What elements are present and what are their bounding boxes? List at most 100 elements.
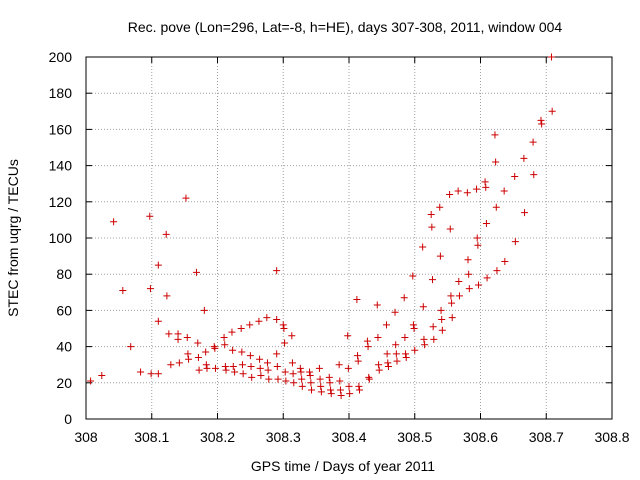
y-tick-label: 0 xyxy=(64,411,72,427)
data-point xyxy=(344,364,352,372)
data-point xyxy=(501,258,509,266)
data-point xyxy=(297,368,305,376)
data-point xyxy=(222,366,230,374)
data-point xyxy=(203,364,211,372)
data-point xyxy=(437,306,445,314)
data-point xyxy=(273,315,281,323)
data-point xyxy=(162,230,170,238)
data-point xyxy=(454,187,462,195)
data-point xyxy=(373,301,381,309)
data-point xyxy=(455,292,463,300)
data-point xyxy=(146,285,154,293)
data-point xyxy=(221,363,229,371)
data-point xyxy=(511,238,519,246)
data-point xyxy=(354,352,362,360)
data-point xyxy=(345,382,353,390)
y-tick-label: 140 xyxy=(49,158,73,174)
y-tick-label: 120 xyxy=(49,194,73,210)
data-point xyxy=(306,372,314,380)
data-point xyxy=(194,339,202,347)
data-points xyxy=(87,53,556,399)
data-point xyxy=(529,138,537,146)
data-point xyxy=(184,350,192,358)
data-point xyxy=(447,292,455,300)
data-point xyxy=(384,363,392,371)
data-point xyxy=(421,341,429,349)
data-point xyxy=(419,303,427,311)
x-tick-labels: 308 308.1 308.2 308.3 308.4 308.5 308.6 308.7 30… xyxy=(74,429,629,445)
data-point xyxy=(344,332,352,340)
data-point xyxy=(428,223,436,231)
data-point xyxy=(392,350,400,358)
data-point xyxy=(210,343,218,351)
x-tick-label: 308.3 xyxy=(266,429,301,445)
y-tick-label: 80 xyxy=(56,266,72,282)
data-point xyxy=(427,210,435,218)
data-point xyxy=(419,243,427,251)
data-point xyxy=(238,348,246,356)
x-tick-label: 308.2 xyxy=(200,429,235,445)
data-point xyxy=(483,274,491,282)
data-point xyxy=(281,368,289,376)
data-point xyxy=(229,363,237,371)
data-point xyxy=(247,363,255,371)
data-point xyxy=(238,361,246,369)
x-tick-label: 308.1 xyxy=(134,429,169,445)
data-point xyxy=(200,306,208,314)
data-point xyxy=(174,335,182,343)
data-point xyxy=(402,353,410,361)
data-point xyxy=(548,107,556,115)
data-point xyxy=(192,268,200,276)
data-point xyxy=(298,375,306,383)
data-point xyxy=(492,158,500,166)
data-point xyxy=(147,370,155,378)
y-tick-labels: 0 20 40 60 80 100 120 140 160 180 200 xyxy=(49,49,73,427)
y-tick-label: 20 xyxy=(56,375,72,391)
data-point xyxy=(87,377,95,385)
data-point xyxy=(137,368,145,376)
data-point xyxy=(212,364,220,372)
data-point xyxy=(465,270,473,278)
data-point xyxy=(335,361,343,369)
data-point xyxy=(465,285,473,293)
y-tick-label: 200 xyxy=(49,49,73,65)
x-tick-label: 308.5 xyxy=(397,429,432,445)
data-point xyxy=(375,366,383,374)
data-point xyxy=(383,350,391,358)
data-point xyxy=(110,218,118,226)
data-point xyxy=(317,388,325,396)
data-point xyxy=(274,375,282,383)
data-point xyxy=(438,315,446,323)
data-point xyxy=(384,359,392,367)
x-tick-label: 308.4 xyxy=(331,429,366,445)
data-point xyxy=(353,296,361,304)
data-point xyxy=(429,276,437,284)
data-point xyxy=(500,187,508,195)
data-point xyxy=(326,379,334,387)
data-point xyxy=(228,328,236,336)
data-point xyxy=(273,363,281,371)
data-point xyxy=(316,375,324,383)
data-point xyxy=(279,321,287,329)
data-point xyxy=(264,366,272,374)
grid-lines xyxy=(86,57,612,419)
y-tick-label: 160 xyxy=(49,121,73,137)
data-point xyxy=(346,390,354,398)
data-point xyxy=(315,364,323,372)
data-point xyxy=(474,241,482,249)
data-point xyxy=(255,317,263,325)
data-point xyxy=(296,364,304,372)
data-point xyxy=(530,171,538,179)
data-point xyxy=(455,277,463,285)
data-point xyxy=(256,355,264,363)
data-point xyxy=(473,234,481,242)
data-point xyxy=(409,272,417,280)
data-point xyxy=(429,323,437,331)
data-point xyxy=(167,361,175,369)
data-point xyxy=(281,339,289,347)
data-point xyxy=(336,377,344,385)
data-point xyxy=(263,314,271,322)
data-point xyxy=(520,154,528,162)
